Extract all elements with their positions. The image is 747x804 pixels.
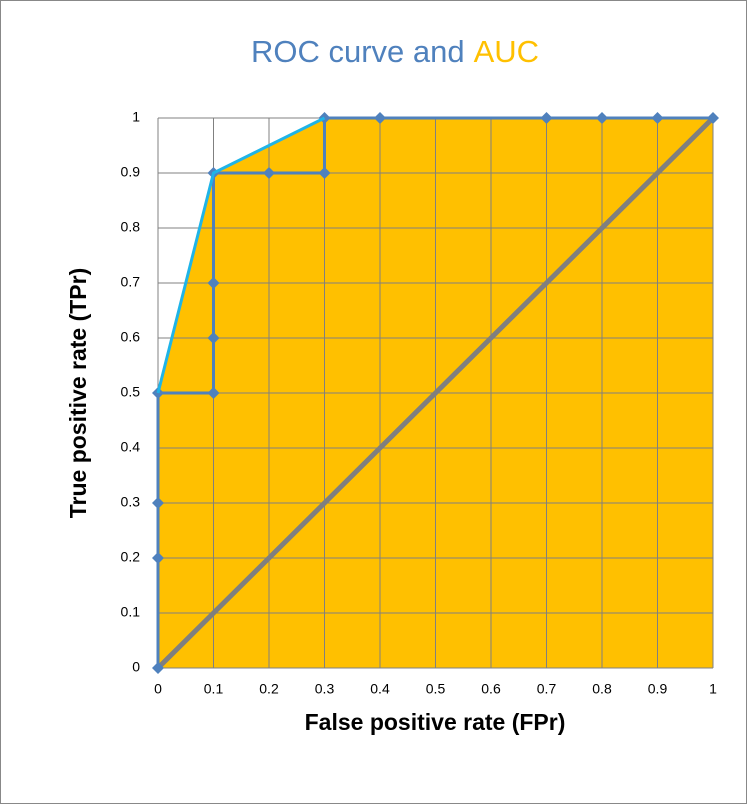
y-axis-label: True positive rate (TPr): [65, 268, 91, 519]
marker: [707, 112, 719, 124]
marker: [152, 497, 164, 509]
x-tick-label: 0.7: [537, 681, 557, 697]
y-tick-label: 0.4: [121, 439, 141, 455]
x-tick-label: 0: [154, 681, 162, 697]
y-tick-label: 0.9: [121, 164, 141, 180]
y-tick-label: 0.2: [121, 549, 141, 565]
y-tick-label: 1: [132, 109, 140, 125]
marker: [540, 112, 553, 124]
marker: [374, 112, 386, 124]
y-tick-label: 0.8: [121, 219, 141, 235]
y-tick-label: 0.7: [121, 274, 141, 290]
x-tick-label: 0.3: [315, 681, 335, 697]
marker: [318, 167, 331, 179]
marker: [152, 662, 164, 674]
x-tick-label: 0.1: [204, 681, 224, 697]
line: [156, 116, 713, 668]
marker: [207, 332, 220, 344]
marker: [152, 552, 164, 564]
marker: [263, 167, 275, 179]
x-tick-label: 0.8: [592, 681, 612, 697]
line: [156, 116, 326, 394]
y-tick-label: 0.5: [121, 384, 141, 400]
y-tick-label: 0.1: [121, 604, 141, 620]
title-main: ROC curve and: [251, 34, 465, 69]
line: [156, 116, 715, 670]
x-tick-label: 1: [709, 681, 717, 697]
y-tick-label: 0.6: [121, 329, 141, 345]
marker: [207, 387, 220, 399]
x-tick-label: 0.4: [370, 681, 390, 697]
y-tick-label: 0.3: [121, 494, 141, 510]
title-highlight: AUC: [474, 34, 539, 69]
x-tick-label: 0.9: [648, 681, 668, 697]
chart-title: ROC curve and AUC: [251, 34, 539, 69]
x-tick-label: 0.5: [426, 681, 446, 697]
marker: [651, 112, 664, 124]
x-tick-label: 0.6: [481, 681, 501, 697]
marker: [207, 277, 220, 289]
y-tick-label: 0: [132, 659, 140, 675]
x-axis-label: False positive rate (FPr): [305, 709, 566, 735]
x-tick-label: 0.2: [259, 681, 279, 697]
marker: [596, 112, 608, 124]
